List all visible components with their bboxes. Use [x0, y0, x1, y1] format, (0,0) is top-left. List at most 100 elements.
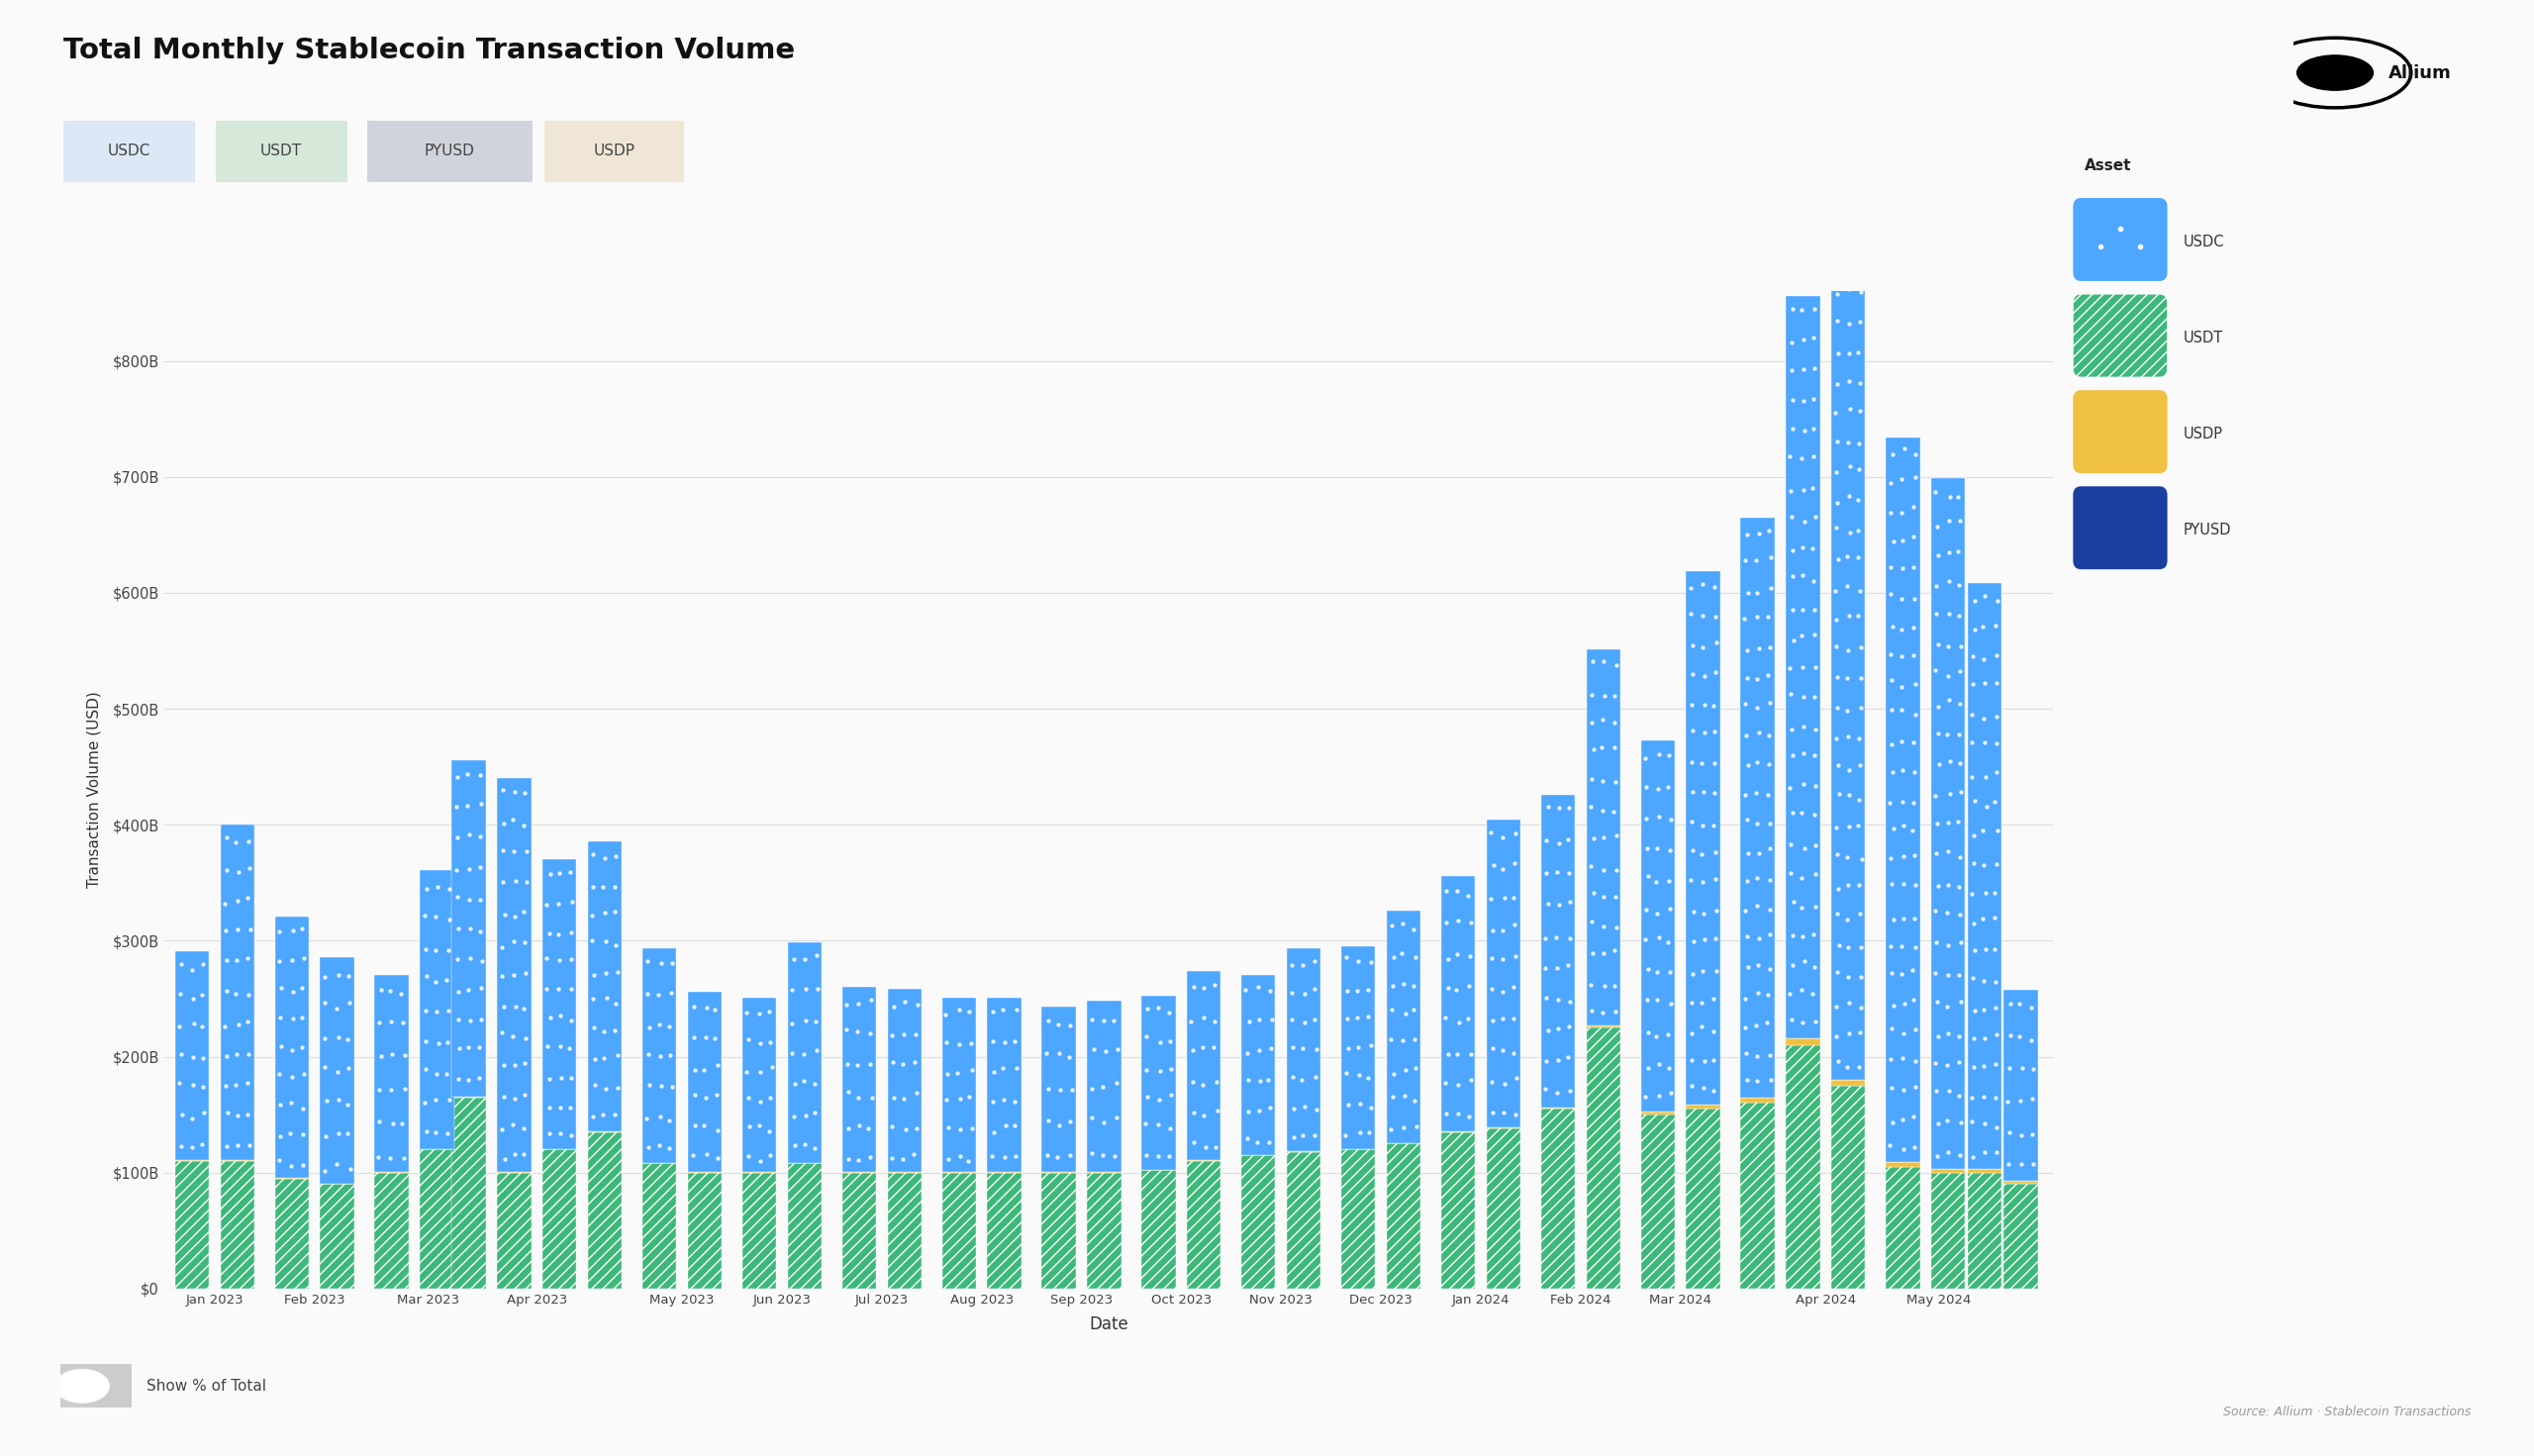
Bar — [1885, 1162, 1921, 1166]
Text: Show % of Total: Show % of Total — [147, 1379, 266, 1393]
Bar — [1087, 1172, 1120, 1289]
Bar — [1639, 740, 1675, 1111]
Bar — [1586, 1028, 1619, 1289]
Bar — [742, 1172, 775, 1289]
Bar — [274, 917, 309, 1178]
Bar — [1041, 1006, 1077, 1172]
Circle shape — [2296, 55, 2374, 90]
Text: USDT: USDT — [2182, 331, 2222, 345]
Bar — [421, 1149, 454, 1289]
Text: USDP: USDP — [593, 144, 636, 159]
Bar — [1442, 1131, 1475, 1289]
Bar — [1487, 1128, 1520, 1289]
Bar — [497, 1172, 532, 1289]
Bar — [1685, 1109, 1721, 1289]
Bar — [1832, 1086, 1865, 1289]
Bar — [1639, 1111, 1675, 1115]
Bar — [451, 760, 487, 1096]
Bar — [1386, 911, 1422, 1143]
Bar — [1186, 1160, 1221, 1289]
Bar — [1966, 1169, 2002, 1172]
Bar — [1541, 1109, 1576, 1289]
Bar — [1741, 1098, 1774, 1104]
FancyBboxPatch shape — [2073, 390, 2167, 473]
Text: USDP: USDP — [2182, 427, 2222, 441]
Bar — [641, 1163, 677, 1289]
Bar — [1287, 1152, 1320, 1289]
Bar — [1966, 584, 2002, 1169]
Text: Allium: Allium — [2390, 64, 2450, 82]
Bar — [887, 989, 922, 1172]
Bar — [788, 942, 821, 1163]
Bar — [1741, 517, 1774, 1098]
Bar — [1140, 996, 1176, 1169]
Bar — [788, 1163, 821, 1289]
Text: PYUSD: PYUSD — [2182, 523, 2230, 537]
Bar — [2004, 990, 2037, 1181]
Bar — [1186, 971, 1221, 1160]
Bar — [274, 1178, 309, 1289]
Text: USDC: USDC — [2182, 234, 2225, 249]
Bar — [1685, 1104, 1721, 1109]
Circle shape — [56, 1370, 109, 1402]
Bar — [588, 1131, 621, 1289]
Bar — [1586, 1026, 1619, 1028]
Bar — [1340, 1149, 1376, 1289]
Bar — [175, 952, 208, 1160]
Bar — [887, 1172, 922, 1289]
Bar — [1340, 946, 1376, 1149]
FancyBboxPatch shape — [2073, 198, 2167, 281]
Bar — [1786, 1038, 1819, 1045]
Bar — [1087, 1000, 1120, 1172]
Bar — [1885, 437, 1921, 1162]
Bar — [1242, 976, 1275, 1155]
Bar — [1786, 1045, 1819, 1289]
Bar — [375, 976, 408, 1172]
Bar — [841, 987, 877, 1172]
Bar — [421, 871, 454, 1149]
Bar — [588, 842, 621, 1131]
Bar — [641, 948, 677, 1163]
Bar — [943, 1172, 976, 1289]
Bar — [1832, 1080, 1865, 1086]
Bar — [451, 1098, 487, 1289]
Text: Total Monthly Stablecoin Transaction Volume: Total Monthly Stablecoin Transaction Vol… — [63, 36, 796, 64]
Bar — [1966, 1172, 2002, 1289]
Bar — [2004, 1184, 2037, 1289]
Bar — [1832, 186, 1865, 1080]
Bar — [1541, 795, 1576, 1108]
Bar — [1885, 1166, 1921, 1289]
Text: Asset: Asset — [2085, 159, 2131, 173]
Text: USDT: USDT — [261, 144, 302, 159]
Bar — [1041, 1172, 1077, 1289]
Bar — [742, 997, 775, 1172]
Bar — [497, 778, 532, 1172]
Bar — [988, 997, 1021, 1172]
Bar — [1287, 948, 1320, 1152]
Bar — [841, 1172, 877, 1289]
Bar — [1931, 479, 1966, 1169]
Bar — [1442, 877, 1475, 1131]
FancyBboxPatch shape — [2073, 486, 2167, 569]
Bar — [1786, 296, 1819, 1038]
Bar — [1931, 1169, 1966, 1172]
Bar — [220, 824, 253, 1160]
FancyBboxPatch shape — [2073, 294, 2167, 377]
Bar — [1685, 571, 1721, 1104]
Bar — [375, 1172, 408, 1289]
Bar — [175, 1160, 208, 1289]
Bar — [2004, 1181, 2037, 1184]
Bar — [1386, 1143, 1422, 1289]
Bar — [542, 1149, 578, 1289]
Bar — [1639, 1115, 1675, 1289]
Bar — [1931, 1172, 1966, 1289]
Bar — [1586, 649, 1619, 1026]
Bar — [319, 958, 355, 1184]
X-axis label: Date: Date — [1090, 1315, 1128, 1334]
Bar — [542, 859, 578, 1149]
Bar — [220, 1160, 253, 1289]
Bar — [1741, 1104, 1774, 1289]
Bar — [1140, 1171, 1176, 1289]
Bar — [988, 1172, 1021, 1289]
Bar — [319, 1184, 355, 1289]
